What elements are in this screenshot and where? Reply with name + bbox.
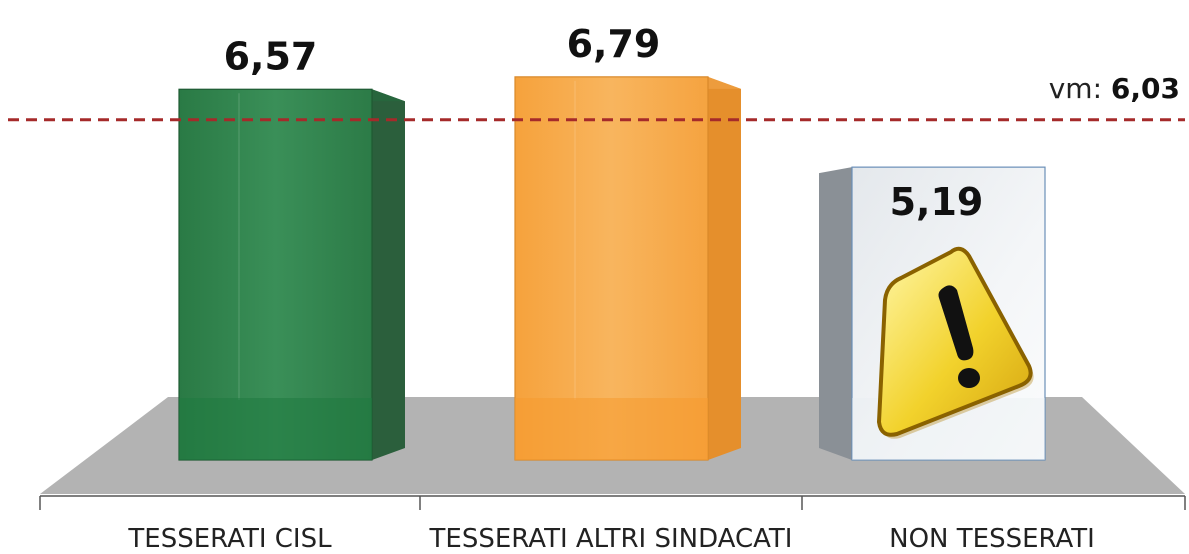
bar-side xyxy=(372,89,405,460)
category-label: TESSERATI ALTRI SINDACATI xyxy=(429,524,793,554)
value-label: 6,57 xyxy=(224,34,318,78)
category-label: TESSERATI CISL xyxy=(127,524,332,554)
warning-icon xyxy=(877,246,1034,439)
bar-side xyxy=(819,167,852,460)
value-label: 5,19 xyxy=(890,180,984,224)
bar xyxy=(514,76,709,461)
value-label: 6,79 xyxy=(567,22,661,66)
mean-label-prefix: vm: xyxy=(1049,72,1111,105)
mean-label-value: 6,03 xyxy=(1111,72,1180,105)
bar-base-shade xyxy=(179,398,372,460)
bar-group xyxy=(178,88,405,461)
bar-side xyxy=(708,76,741,460)
mean-label: vm: 6,03 xyxy=(1049,72,1180,105)
category-label: NON TESSERATI xyxy=(889,524,1095,554)
bar-base-shade xyxy=(515,398,708,460)
bar-group xyxy=(514,76,741,461)
